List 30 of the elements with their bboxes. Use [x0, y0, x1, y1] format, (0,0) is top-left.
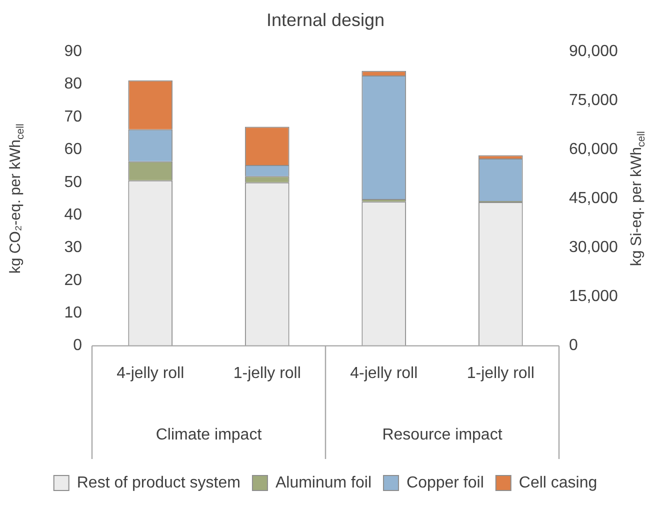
legend-label: Rest of product system: [76, 474, 240, 492]
legend-label: Cell casing: [518, 474, 598, 492]
y-tick-label: 10: [64, 304, 82, 322]
y-axis-title: kg CO₂-eq. per kWhcell: [7, 124, 26, 274]
x-tick-label: 1-jelly roll: [466, 364, 534, 382]
chart-title: Internal design: [266, 10, 385, 30]
legend-label: Aluminum foil: [275, 474, 372, 492]
y2-tick-label: 75,000: [569, 92, 618, 110]
y2-tick-label: 0: [569, 337, 578, 354]
legend-label: Copper foil: [406, 474, 484, 492]
y-tick-label: 30: [64, 239, 82, 256]
y-tick-label: 20: [64, 272, 82, 289]
y-tick-label: 90: [64, 43, 82, 60]
y-tick-label: 40: [64, 206, 82, 224]
y2-tick-label: 45,000: [569, 190, 618, 208]
y2-axis-title: kg Si-eq. per kWhcell: [628, 131, 648, 266]
x-tick-label: 4-jelly roll: [116, 364, 184, 382]
x-tick-label: 4-jelly roll: [350, 364, 418, 382]
y2-tick-label: 90,000: [569, 43, 618, 60]
y-tick-label: 50: [64, 174, 82, 191]
x-tick-label: 1-jelly roll: [233, 364, 301, 382]
text: Climate impact: [156, 426, 262, 444]
y2-tick-label: 60,000: [569, 141, 618, 158]
y-tick-label: 0: [73, 337, 82, 354]
text: Resource impact: [382, 426, 503, 444]
y-tick-label: 60: [64, 141, 82, 158]
y-tick-label: 80: [64, 76, 82, 93]
y2-tick-label: 15,000: [569, 288, 618, 306]
y-tick-label: 70: [64, 108, 82, 126]
y2-tick-label: 30,000: [569, 239, 618, 256]
